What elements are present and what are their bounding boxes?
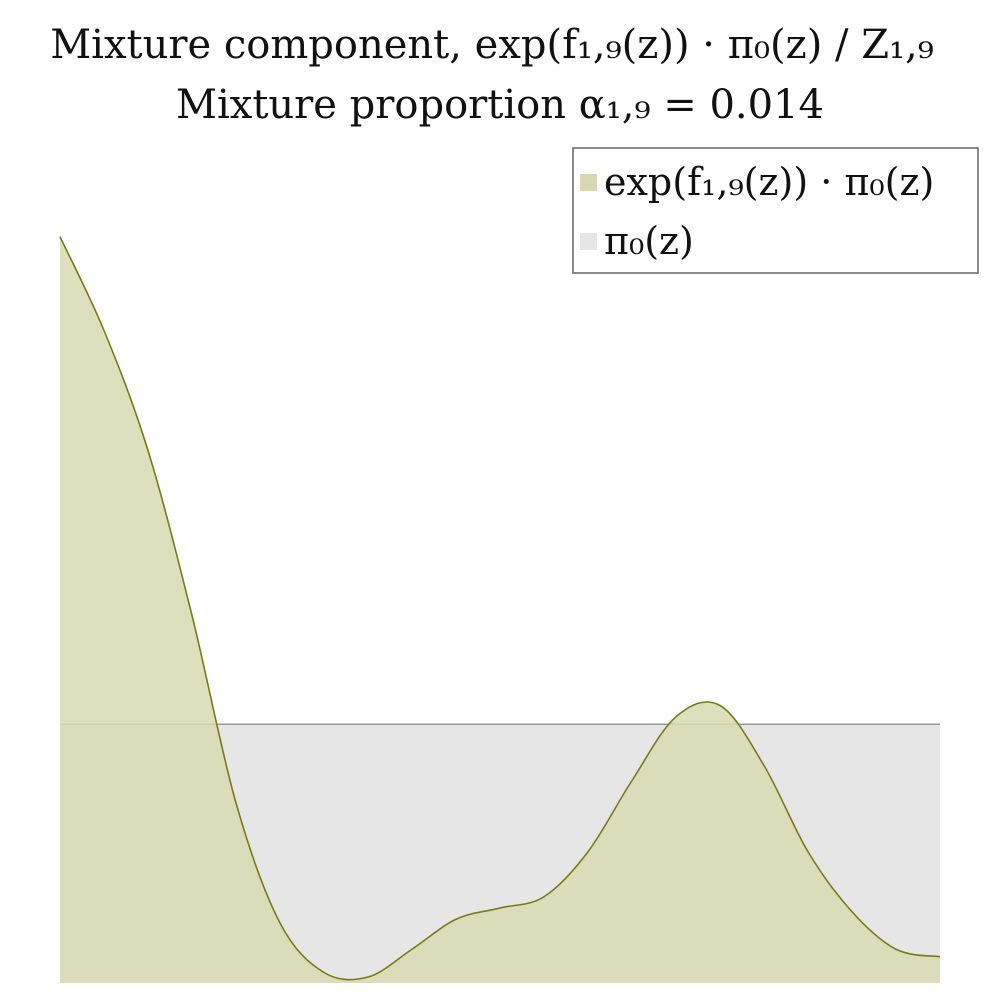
component-area: [60, 236, 940, 983]
legend-label-component: exp(f₁,₉(z)) · π₀(z): [604, 160, 934, 204]
legend-swatch-component: [580, 174, 597, 191]
component-line: [59, 236, 941, 981]
chart-subtitle: Mixture proportion α₁,₉ = 0.014: [176, 82, 824, 128]
chart-title: Mixture component, exp(f₁,₉(z)) · π₀(z) …: [50, 22, 934, 68]
legend-label-prior: π₀(z): [604, 219, 694, 263]
legend: exp(f₁,₉(z)) · π₀(z) π₀(z): [572, 147, 979, 274]
legend-box: [572, 147, 979, 274]
legend-swatch-prior: [580, 233, 597, 250]
plot-area: [59, 236, 941, 983]
